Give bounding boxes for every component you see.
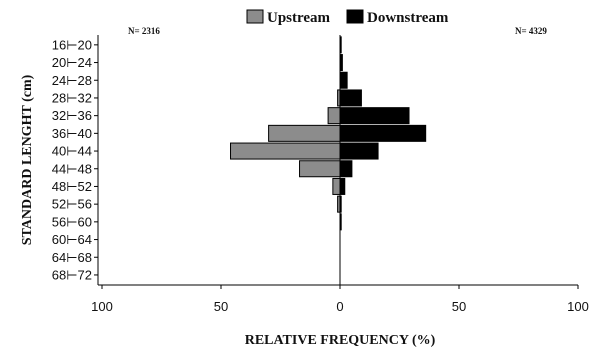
bar-downstream-10 [339, 213, 342, 231]
x-tick-label: 100 [91, 299, 113, 314]
legend-swatch-upstream [246, 9, 264, 24]
bar-downstream-8 [339, 177, 346, 195]
x-axis-title: RELATIVE FREQUENCY (%) [245, 333, 436, 348]
x-tick-label: 0 [336, 299, 343, 314]
bar-downstream-5 [339, 124, 427, 142]
annotation-n-downstream: N= 4329 [515, 26, 547, 36]
legend-label-downstream: Downstream [367, 10, 449, 26]
bar-downstream-9 [339, 195, 342, 213]
bar-downstream-7 [339, 160, 353, 178]
y-tick-label: 56⊢60 [52, 214, 92, 229]
y-tick-label: 28⊢32 [52, 90, 92, 105]
axes [97, 35, 578, 286]
y-axis-title: STANDARD LENGHT (cm) [20, 74, 35, 245]
bar-downstream-4 [339, 107, 410, 125]
bar-upstream-7 [299, 160, 341, 178]
y-tick-label: 16⊢20 [52, 37, 92, 52]
y-tick-label: 60⊢64 [52, 232, 92, 247]
bar-downstream-3 [339, 89, 362, 107]
y-tick-label: 24⊢28 [52, 73, 92, 88]
bar-upstream-8 [332, 177, 341, 195]
bar-upstream-6 [230, 142, 341, 160]
annotation-n-upstream: N= 2316 [128, 26, 160, 36]
x-tick-label: 50 [214, 299, 228, 314]
y-tick-label: 32⊢36 [52, 108, 92, 123]
x-tick-labels: 100 50 0 50 100 [91, 285, 589, 314]
bar-downstream-0 [339, 36, 342, 54]
y-tick-label: 20⊢24 [52, 55, 92, 70]
y-tick-label: 68⊢72 [52, 267, 92, 282]
y-tick-label: 48⊢52 [52, 179, 92, 194]
legend: Upstream Downstream [246, 9, 449, 26]
y-tick-label: 36⊢40 [52, 126, 92, 141]
bar-downstream-2 [339, 71, 348, 89]
x-tick-label: 100 [567, 299, 589, 314]
y-tick-labels: 16⊢20 20⊢24 24⊢28 28⊢32 32⊢36 36⊢40 40⊢44 44⊢48… [52, 37, 98, 282]
legend-label-upstream: Upstream [267, 10, 331, 26]
y-tick-label: 52⊢56 [52, 197, 92, 212]
y-tick-label: 40⊢44 [52, 144, 92, 159]
y-tick-label: 44⊢48 [52, 161, 92, 176]
bar-downstream-1 [339, 54, 343, 72]
bars [230, 36, 427, 231]
x-tick-label: 50 [452, 299, 466, 314]
bar-downstream-6 [339, 142, 379, 160]
bar-upstream-5 [268, 124, 341, 142]
legend-swatch-downstream [346, 9, 364, 24]
bar-upstream-4 [327, 107, 341, 125]
y-tick-label: 64⊢68 [52, 250, 92, 265]
